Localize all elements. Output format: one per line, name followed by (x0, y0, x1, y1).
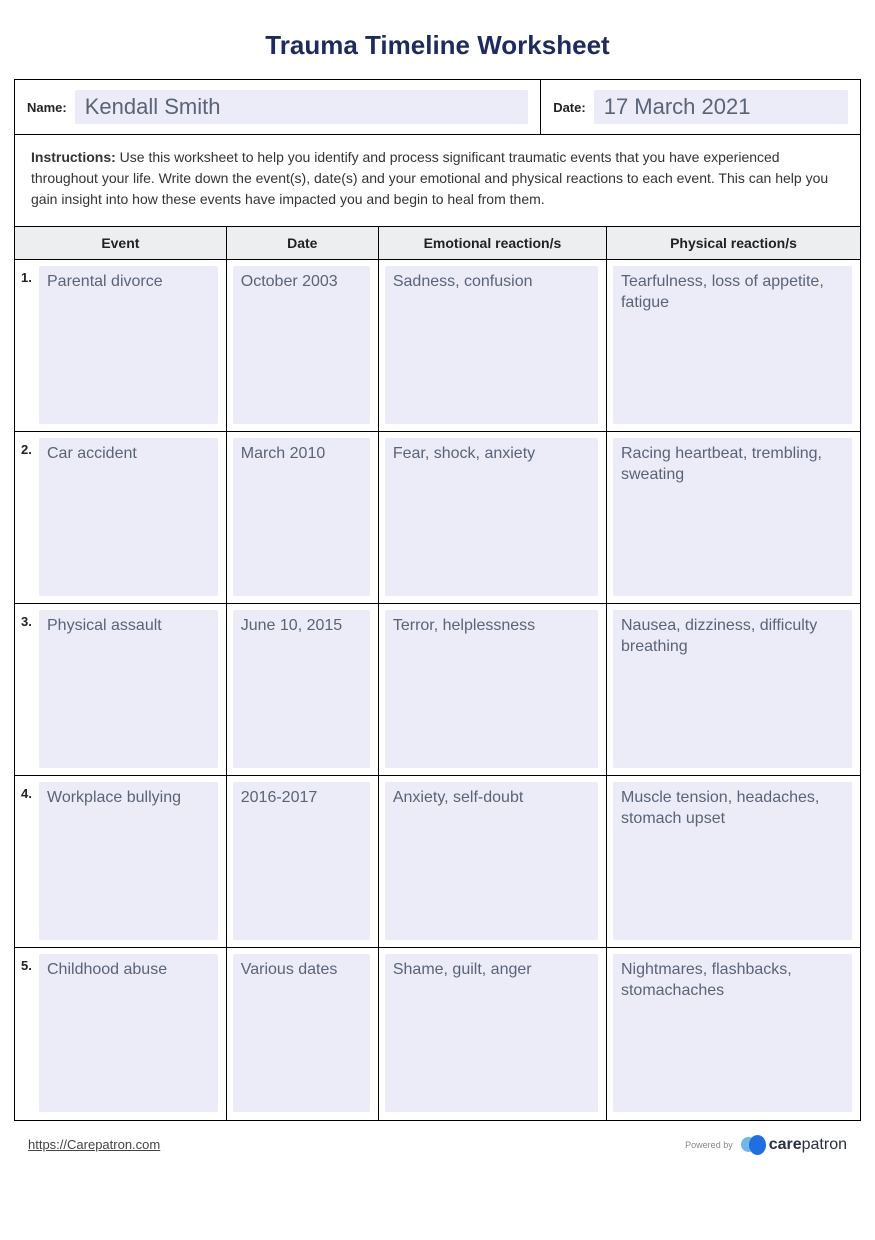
date-cell: Date: 17 March 2021 (541, 80, 860, 134)
name-label: Name: (27, 100, 67, 115)
page-title: Trauma Timeline Worksheet (14, 30, 861, 61)
col-header-physical: Physical reaction/s (606, 227, 860, 260)
col-header-date: Date (226, 227, 378, 260)
page-footer: https://Carepatron.com Powered by carepa… (14, 1121, 861, 1163)
powered-label: Powered by (685, 1140, 733, 1150)
event-input[interactable]: Physical assault (39, 610, 218, 768)
event-input[interactable]: Workplace bullying (39, 782, 218, 940)
row-number: 2. (21, 438, 35, 457)
table-row: 4.Workplace bullying2016-2017Anxiety, se… (15, 776, 860, 948)
powered-by: Powered by carepatron (685, 1135, 847, 1155)
instructions-block: Instructions: Use this worksheet to help… (15, 135, 860, 227)
date-input-cell[interactable]: 2016-2017 (233, 782, 370, 940)
header-row: Name: Kendall Smith Date: 17 March 2021 (15, 80, 860, 135)
table-header-row: Event Date Emotional reaction/s Physical… (15, 227, 860, 260)
events-table: Event Date Emotional reaction/s Physical… (15, 227, 860, 1120)
row-number: 3. (21, 610, 35, 629)
physical-input[interactable]: Racing heartbeat, trembling, sweating (613, 438, 852, 596)
date-input-cell[interactable]: March 2010 (233, 438, 370, 596)
table-row: 1.Parental divorceOctober 2003Sadness, c… (15, 260, 860, 432)
footer-link[interactable]: https://Carepatron.com (28, 1137, 160, 1152)
emotional-input[interactable]: Anxiety, self-doubt (385, 782, 598, 940)
table-row: 5.Childhood abuseVarious datesShame, gui… (15, 948, 860, 1120)
physical-input[interactable]: Nausea, dizziness, difficulty breathing (613, 610, 852, 768)
emotional-input[interactable]: Fear, shock, anxiety (385, 438, 598, 596)
row-number: 1. (21, 266, 35, 285)
event-input[interactable]: Car accident (39, 438, 218, 596)
table-row: 3.Physical assaultJune 10, 2015Terror, h… (15, 604, 860, 776)
logo-icon (741, 1135, 765, 1155)
col-header-emotional: Emotional reaction/s (378, 227, 606, 260)
physical-input[interactable]: Tearfulness, loss of appetite, fatigue (613, 266, 852, 424)
instructions-text: Use this worksheet to help you identify … (31, 149, 828, 207)
event-input[interactable]: Parental divorce (39, 266, 218, 424)
emotional-input[interactable]: Shame, guilt, anger (385, 954, 598, 1112)
physical-input[interactable]: Nightmares, flashbacks, stomachaches (613, 954, 852, 1112)
event-input[interactable]: Childhood abuse (39, 954, 218, 1112)
date-label: Date: (553, 100, 586, 115)
logo-text: carepatron (769, 1136, 847, 1154)
carepatron-logo: carepatron (741, 1135, 847, 1155)
physical-input[interactable]: Muscle tension, headaches, stomach upset (613, 782, 852, 940)
date-input-cell[interactable]: Various dates (233, 954, 370, 1112)
date-input-cell[interactable]: June 10, 2015 (233, 610, 370, 768)
name-input[interactable]: Kendall Smith (75, 90, 528, 124)
instructions-label: Instructions: (31, 149, 116, 165)
row-number: 4. (21, 782, 35, 801)
emotional-input[interactable]: Sadness, confusion (385, 266, 598, 424)
table-row: 2.Car accidentMarch 2010Fear, shock, anx… (15, 432, 860, 604)
date-input-cell[interactable]: October 2003 (233, 266, 370, 424)
col-header-event: Event (15, 227, 226, 260)
worksheet-container: Name: Kendall Smith Date: 17 March 2021 … (14, 79, 861, 1121)
emotional-input[interactable]: Terror, helplessness (385, 610, 598, 768)
name-cell: Name: Kendall Smith (15, 80, 541, 134)
date-input[interactable]: 17 March 2021 (594, 90, 848, 124)
row-number: 5. (21, 954, 35, 973)
